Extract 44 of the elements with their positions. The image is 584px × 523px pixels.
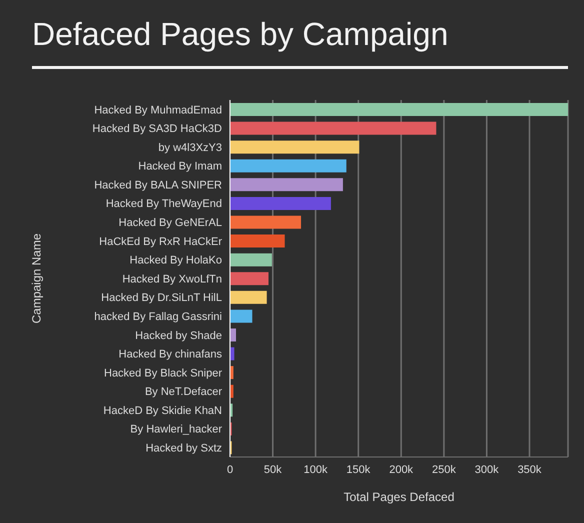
y-tick-label: hacked By Fallag Gassrini	[94, 310, 222, 323]
bar	[230, 253, 272, 266]
x-tick-label: 0	[226, 464, 234, 476]
y-tick-label: Hacked by Sxtz	[146, 442, 222, 455]
y-tick-label: By NeT.Defacer	[144, 386, 222, 398]
y-tick-label: Hacked By BALA SNIPER	[94, 179, 222, 192]
y-tick-label: by w4l3XzY3	[158, 142, 222, 154]
chart-title: Defaced Pages by Campaign	[32, 16, 448, 53]
x-tick-label: 350k	[518, 464, 542, 476]
bar	[230, 347, 234, 360]
y-tick-label: Hacked By TheWayEnd	[106, 198, 222, 210]
y-axis-title: Campaign Name	[29, 233, 44, 324]
bar	[230, 216, 302, 229]
bar	[230, 178, 343, 192]
bar	[230, 122, 436, 135]
y-tick-label: Hacked By Dr.SiLnT HilL	[101, 292, 222, 304]
y-tick-label: Hacked By chinafans	[118, 348, 222, 361]
bar	[230, 290, 267, 304]
x-tick-label: 250k	[432, 464, 456, 476]
bar	[230, 103, 568, 116]
bar	[230, 140, 360, 154]
y-tick-label: Hacked by Shade	[135, 330, 222, 342]
y-tick-label: Hacked By GeNErAL	[118, 217, 222, 230]
x-tick-label: 150k	[346, 464, 371, 476]
bar	[230, 310, 252, 323]
y-tick-label: Hacked By Imam	[138, 160, 222, 173]
bar	[230, 159, 346, 172]
y-tick-label: By Hawleri_hacker	[130, 424, 222, 436]
y-tick-label: Hacked By SA3D HaCk3D	[92, 123, 222, 136]
x-tick-label: 300k	[474, 464, 500, 476]
y-tick-label: Hacked By MuhmadEmad	[94, 104, 222, 116]
y-tick-label: Hacked By Black Sniper	[104, 367, 222, 380]
bar	[230, 234, 285, 248]
y-tick-label: HackeD By Skidie KhaN	[103, 404, 222, 417]
bar	[230, 196, 331, 210]
x-tick-label: 50k	[264, 464, 282, 476]
bar	[230, 328, 236, 342]
y-tick-label: Hacked By HolaKo	[130, 254, 222, 267]
x-tick-label: 200k	[389, 464, 414, 476]
x-tick-label: 100k	[304, 464, 328, 476]
y-tick-label: HaCkEd By RxR HaCkEr	[99, 236, 222, 248]
x-axis-title: Total Pages Defaced	[344, 490, 454, 504]
y-tick-label: Hacked By XwoLfTn	[122, 273, 222, 286]
bar	[230, 272, 269, 286]
